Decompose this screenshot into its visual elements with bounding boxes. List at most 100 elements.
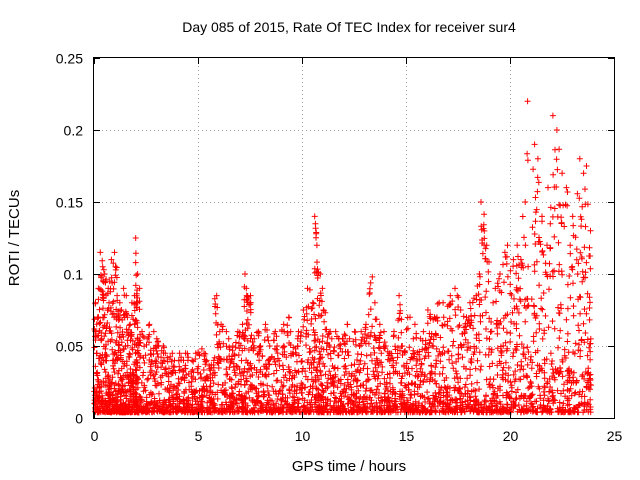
data-point (474, 379, 481, 386)
data-point (216, 338, 223, 345)
data-point (229, 403, 236, 410)
data-point (440, 314, 447, 321)
data-point (240, 335, 247, 341)
data-point (411, 388, 418, 395)
data-point (424, 389, 431, 396)
data-point (566, 401, 573, 408)
data-point (544, 242, 550, 249)
data-point (322, 371, 329, 378)
data-point (320, 399, 327, 406)
data-point (347, 381, 354, 388)
data-point (475, 331, 482, 338)
data-point (225, 335, 232, 342)
data-point (412, 372, 419, 379)
data-point (229, 343, 236, 349)
data-point (295, 368, 302, 375)
data-point (547, 350, 554, 357)
data-point (355, 404, 362, 411)
data-point (557, 327, 564, 334)
data-point (244, 293, 251, 300)
data-point (444, 400, 451, 407)
data-point (95, 314, 102, 321)
data-point (462, 398, 469, 405)
data-point (307, 348, 314, 355)
data-point (313, 242, 320, 249)
data-point (446, 392, 453, 399)
data-point (270, 388, 277, 395)
data-point (582, 223, 589, 230)
data-point (408, 380, 415, 387)
data-point (569, 266, 576, 273)
data-point (200, 367, 207, 373)
data-point (516, 376, 523, 383)
data-point (534, 347, 541, 354)
data-point (319, 285, 326, 292)
data-point (195, 363, 202, 370)
data-point (564, 202, 571, 209)
data-point (486, 363, 493, 370)
data-point (146, 321, 153, 328)
data-point (280, 321, 287, 328)
data-point (170, 383, 177, 390)
data-point (449, 342, 456, 349)
data-point (463, 314, 470, 321)
data-point (531, 261, 538, 268)
data-point (315, 359, 322, 365)
data-point (579, 203, 586, 210)
data-point (233, 363, 240, 369)
data-point (100, 305, 106, 312)
data-point (528, 353, 534, 360)
data-point (145, 375, 152, 382)
data-point (528, 383, 535, 390)
data-point (118, 339, 125, 346)
data-point (244, 402, 251, 409)
x-tick-label: 5 (195, 428, 203, 444)
data-point (198, 345, 205, 352)
data-point (312, 225, 319, 232)
data-point (301, 384, 308, 391)
data-point (102, 330, 109, 337)
data-point (470, 408, 477, 414)
data-point (243, 375, 250, 382)
data-point (273, 333, 280, 340)
data-point (137, 394, 144, 401)
data-point (478, 297, 485, 303)
data-point (344, 376, 351, 383)
data-point (93, 321, 100, 328)
data-point (527, 378, 534, 385)
data-point (481, 227, 488, 234)
data-point (530, 333, 537, 340)
data-point (514, 305, 521, 312)
data-point (117, 354, 124, 361)
data-point (500, 315, 507, 322)
data-point (386, 350, 393, 357)
data-point (224, 371, 231, 378)
data-point (466, 401, 473, 408)
data-point (567, 250, 574, 257)
data-point (98, 336, 104, 343)
data-point (483, 376, 490, 383)
data-point (574, 190, 581, 197)
data-point (581, 306, 588, 313)
data-point (522, 199, 529, 205)
data-point (507, 338, 514, 345)
data-point (546, 388, 553, 395)
data-point (152, 360, 159, 367)
data-point (407, 314, 413, 321)
data-point (478, 401, 485, 408)
data-point (424, 396, 431, 402)
data-point (216, 355, 223, 362)
data-point (544, 403, 551, 409)
x-tick-label: 20 (503, 428, 519, 444)
data-point (511, 295, 517, 302)
data-point (162, 350, 169, 357)
data-point (191, 388, 198, 395)
data-point (331, 364, 338, 371)
data-point (108, 330, 115, 337)
data-point (417, 381, 424, 388)
data-point (241, 368, 248, 375)
data-point (232, 339, 239, 346)
data-point (550, 171, 557, 178)
data-point (117, 324, 124, 331)
data-point (366, 289, 373, 296)
